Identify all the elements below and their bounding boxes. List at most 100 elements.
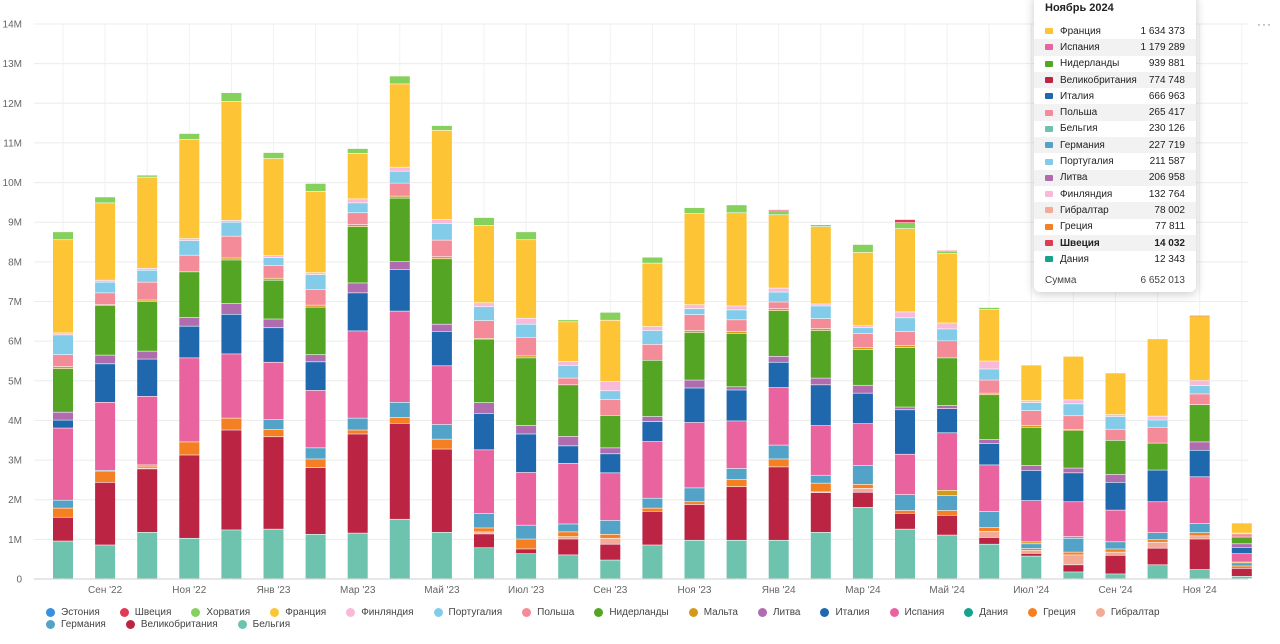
bar-segment[interactable]	[937, 323, 958, 329]
bar-segment[interactable]	[263, 255, 284, 258]
bar-segment[interactable]	[937, 535, 958, 579]
bar-segment[interactable]	[53, 541, 73, 579]
bar-segment[interactable]	[1105, 549, 1126, 552]
bar-segment[interactable]	[726, 540, 747, 579]
bar-segment[interactable]	[1189, 404, 1210, 442]
bar-segment[interactable]	[979, 393, 1000, 395]
bar-segment[interactable]	[979, 527, 1000, 532]
bar-segment[interactable]	[768, 467, 789, 540]
bar-segment[interactable]	[1189, 385, 1210, 394]
bar-segment[interactable]	[558, 536, 579, 539]
bar-segment[interactable]	[1231, 534, 1252, 537]
bar-segment[interactable]	[979, 537, 1000, 544]
bar-segment[interactable]	[95, 355, 116, 364]
bar-segment[interactable]	[137, 532, 158, 579]
bar-segment[interactable]	[53, 420, 73, 428]
bar-segment[interactable]	[1021, 365, 1042, 401]
bar-segment[interactable]	[684, 422, 705, 488]
bar-segment[interactable]	[347, 533, 368, 579]
bar-segment[interactable]	[979, 307, 1000, 310]
bar-segment[interactable]	[684, 213, 705, 305]
bar-segment[interactable]	[1147, 502, 1168, 533]
bar-segment[interactable]	[347, 331, 368, 418]
bar-segment[interactable]	[558, 322, 579, 362]
bar-segment[interactable]	[1063, 565, 1084, 572]
bar-segment[interactable]	[389, 84, 410, 167]
bar-stack[interactable]	[95, 197, 116, 579]
bar-segment[interactable]	[221, 418, 242, 430]
bar-segment[interactable]	[179, 442, 200, 455]
bar-segment[interactable]	[347, 293, 368, 331]
bar-segment[interactable]	[937, 250, 958, 252]
bar-segment[interactable]	[221, 530, 242, 579]
bar-segment[interactable]	[1063, 400, 1084, 404]
bar-segment[interactable]	[95, 197, 116, 203]
bar-segment[interactable]	[600, 381, 621, 391]
bar-segment[interactable]	[684, 488, 705, 502]
bar-segment[interactable]	[53, 508, 73, 517]
bar-stack[interactable]	[179, 133, 200, 579]
bar-segment[interactable]	[768, 302, 789, 309]
bar-segment[interactable]	[979, 361, 1000, 369]
bar-segment[interactable]	[810, 492, 831, 533]
bar-segment[interactable]	[474, 402, 494, 414]
bar-segment[interactable]	[642, 257, 663, 263]
bar-segment[interactable]	[305, 468, 326, 534]
bar-segment[interactable]	[1147, 339, 1168, 416]
legend-item[interactable]: Великобритания	[125, 618, 218, 630]
bar-segment[interactable]	[516, 472, 537, 525]
bar-segment[interactable]	[474, 513, 494, 528]
bar-segment[interactable]	[1105, 482, 1126, 510]
bar-segment[interactable]	[347, 199, 368, 203]
bar-segment[interactable]	[979, 439, 1000, 444]
bar-stack[interactable]	[558, 320, 579, 579]
bar-segment[interactable]	[1147, 565, 1168, 579]
bar-segment[interactable]	[179, 358, 200, 442]
bar-stack[interactable]	[1147, 339, 1168, 579]
bar-segment[interactable]	[642, 441, 663, 498]
bar-segment[interactable]	[558, 385, 579, 437]
legend-item[interactable]: Португалия	[433, 606, 502, 618]
bar-segment[interactable]	[179, 238, 200, 241]
bar-segment[interactable]	[137, 396, 158, 465]
bar-segment[interactable]	[937, 251, 958, 254]
bar-segment[interactable]	[431, 130, 452, 220]
bar-segment[interactable]	[937, 358, 958, 406]
bar-segment[interactable]	[979, 544, 1000, 579]
bar-segment[interactable]	[558, 463, 579, 524]
bar-segment[interactable]	[852, 484, 873, 489]
bar-segment[interactable]	[852, 385, 873, 393]
bar-segment[interactable]	[305, 390, 326, 448]
bar-segment[interactable]	[768, 209, 789, 211]
bar-stack[interactable]	[937, 250, 958, 579]
bar-segment[interactable]	[1105, 555, 1126, 574]
bar-stack[interactable]	[684, 207, 705, 579]
bar-segment[interactable]	[179, 455, 200, 538]
bar-segment[interactable]	[684, 540, 705, 579]
legend-item[interactable]: Нидерланды	[594, 606, 669, 618]
bar-segment[interactable]	[179, 272, 200, 318]
bar-segment[interactable]	[389, 196, 410, 198]
bar-segment[interactable]	[1189, 316, 1210, 381]
bar-segment[interactable]	[1063, 473, 1084, 502]
bar-stack[interactable]	[1063, 356, 1084, 579]
bar-segment[interactable]	[1063, 468, 1084, 473]
bar-segment[interactable]	[516, 232, 537, 240]
legend-item[interactable]: Гибралтар	[1095, 606, 1160, 618]
bar-segment[interactable]	[137, 270, 158, 282]
bar-segment[interactable]	[726, 387, 747, 390]
bar-segment[interactable]	[852, 347, 873, 350]
bar-segment[interactable]	[895, 312, 915, 318]
bar-segment[interactable]	[726, 213, 747, 306]
bar-segment[interactable]	[726, 468, 747, 480]
bar-segment[interactable]	[221, 236, 242, 258]
bar-segment[interactable]	[684, 305, 705, 309]
bar-segment[interactable]	[95, 305, 116, 355]
bar-segment[interactable]	[1063, 538, 1084, 552]
bar-segment[interactable]	[179, 538, 200, 579]
bar-segment[interactable]	[558, 446, 579, 464]
bar-segment[interactable]	[852, 334, 873, 348]
bar-segment[interactable]	[600, 448, 621, 454]
bar-segment[interactable]	[684, 207, 705, 214]
bar-segment[interactable]	[895, 228, 915, 312]
